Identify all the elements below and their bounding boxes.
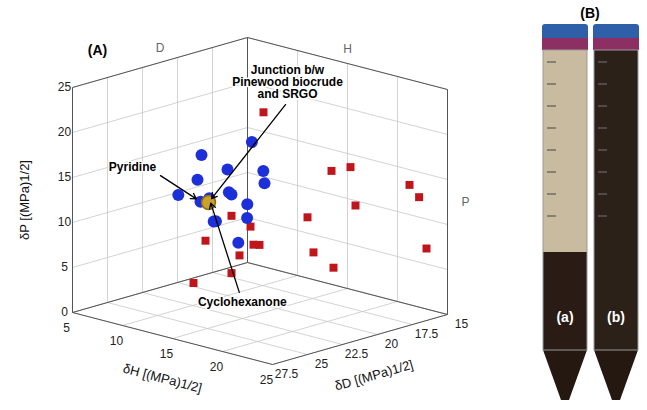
svg-text:25: 25 xyxy=(58,80,72,94)
svg-text:(B): (B) xyxy=(580,5,599,21)
svg-text:15: 15 xyxy=(455,317,469,331)
svg-text:D: D xyxy=(156,41,165,55)
svg-text:17.5: 17.5 xyxy=(415,327,439,341)
svg-text:Junction b/wPinewood biocrudea: Junction b/wPinewood biocrudeand SRGO xyxy=(232,63,343,101)
svg-text:15: 15 xyxy=(160,347,174,361)
svg-text:20: 20 xyxy=(385,337,399,351)
svg-text:22.5: 22.5 xyxy=(345,347,369,361)
svg-text:P: P xyxy=(461,195,469,209)
svg-text:(b): (b) xyxy=(607,309,625,325)
svg-text:25: 25 xyxy=(315,357,329,371)
svg-text:(a): (a) xyxy=(556,309,573,325)
svg-text:H: H xyxy=(343,42,352,56)
svg-text:15: 15 xyxy=(58,170,72,184)
svg-text:20: 20 xyxy=(210,360,224,374)
svg-text:Cyclohexanone: Cyclohexanone xyxy=(198,295,287,309)
svg-text:5: 5 xyxy=(63,321,70,335)
svg-text:10: 10 xyxy=(110,334,124,348)
svg-text:δP [(MPa)1/2]: δP [(MPa)1/2] xyxy=(17,160,32,240)
svg-text:0: 0 xyxy=(61,305,68,319)
svg-text:5: 5 xyxy=(61,260,68,274)
svg-text:(A): (A) xyxy=(88,42,107,58)
svg-text:25: 25 xyxy=(260,373,274,387)
svg-text:20: 20 xyxy=(58,125,72,139)
svg-text:δD [(MPa)1/2]: δD [(MPa)1/2] xyxy=(333,357,415,394)
svg-text:Pyridine: Pyridine xyxy=(109,160,157,174)
svg-text:10: 10 xyxy=(58,215,72,229)
svg-text:27.5: 27.5 xyxy=(275,367,299,381)
svg-text:δH [(MPa)1/2]: δH [(MPa)1/2] xyxy=(122,361,204,396)
